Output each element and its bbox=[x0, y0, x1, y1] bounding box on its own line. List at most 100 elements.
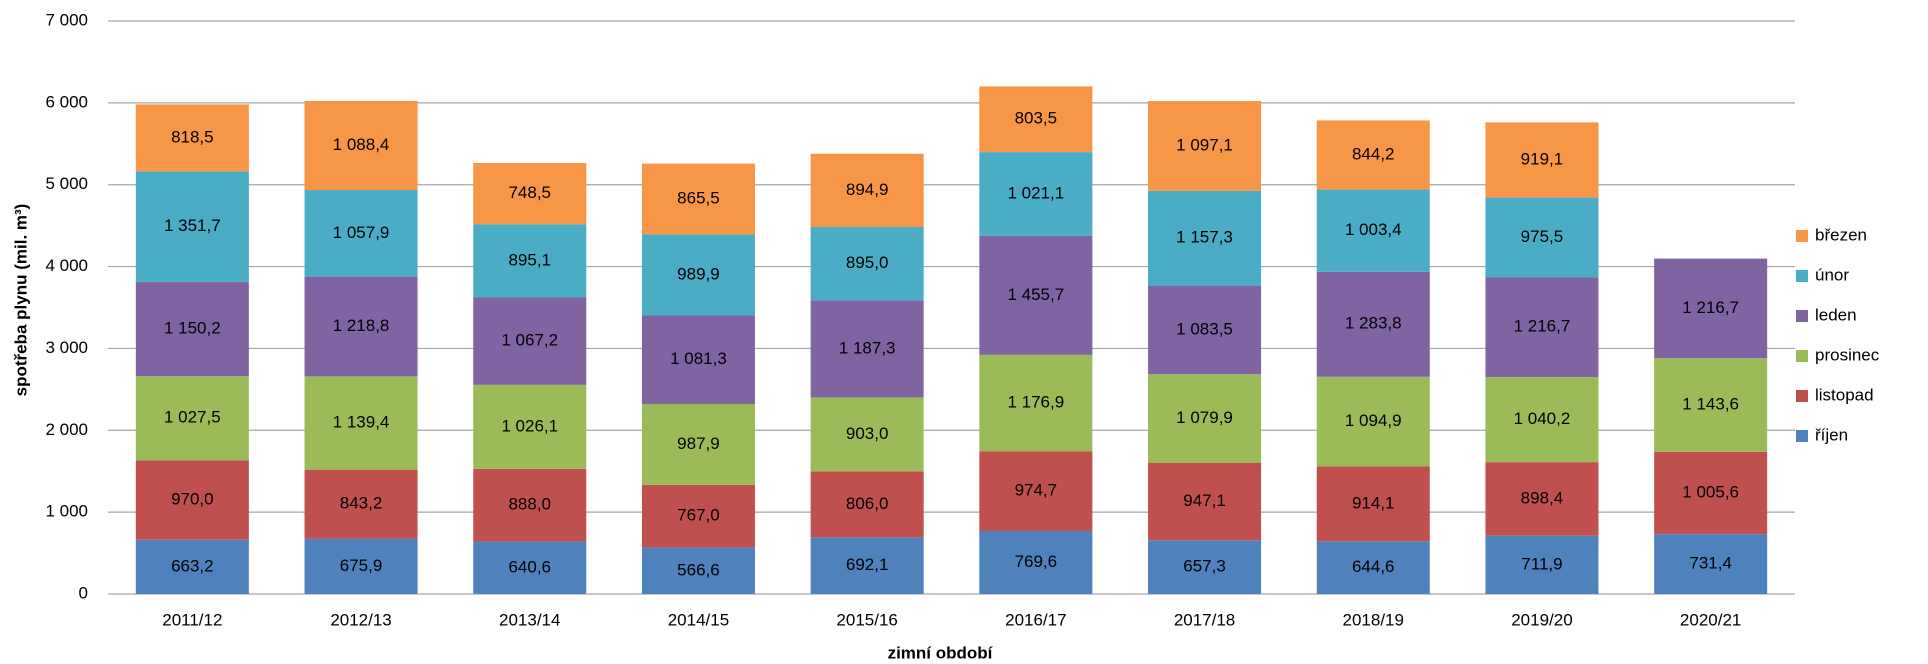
value-label: 806,0 bbox=[846, 494, 889, 513]
bar-segment bbox=[1654, 451, 1768, 535]
y-tick-label: 1 000 bbox=[45, 502, 88, 521]
legend-swatch bbox=[1796, 390, 1808, 402]
bar-segment bbox=[1654, 358, 1768, 452]
value-label: 888,0 bbox=[508, 495, 551, 514]
value-label: 1 139,4 bbox=[333, 413, 390, 432]
legend-label: únor bbox=[1815, 265, 1849, 284]
bar-segment bbox=[1148, 462, 1262, 541]
value-label: 895,1 bbox=[508, 250, 551, 269]
value-label: 1 026,1 bbox=[501, 416, 558, 435]
bar-segment bbox=[304, 100, 418, 191]
value-label: 1 079,9 bbox=[1176, 408, 1233, 427]
bar-segment bbox=[1485, 122, 1599, 198]
value-label: 1 003,4 bbox=[1345, 220, 1402, 239]
value-label: 898,4 bbox=[1521, 488, 1564, 507]
y-tick-label: 0 bbox=[79, 583, 88, 602]
value-label: 711,9 bbox=[1521, 554, 1562, 573]
value-label: 987,9 bbox=[677, 434, 720, 453]
y-tick-label: 7 000 bbox=[45, 10, 88, 29]
bar-segment bbox=[135, 282, 249, 377]
bar-segment bbox=[810, 227, 924, 301]
value-label: 914,1 bbox=[1352, 493, 1395, 512]
bar-segment bbox=[1148, 540, 1262, 594]
value-label: 767,0 bbox=[677, 506, 720, 525]
value-label: 1 083,5 bbox=[1176, 319, 1233, 338]
y-tick-label: 4 000 bbox=[45, 256, 88, 275]
value-label: 970,0 bbox=[171, 489, 214, 508]
bar-segment bbox=[1148, 285, 1262, 375]
value-label: 844,2 bbox=[1352, 144, 1395, 163]
value-label: 657,3 bbox=[1183, 557, 1226, 576]
bar-segment bbox=[1316, 541, 1430, 594]
bar-segment bbox=[473, 384, 587, 469]
value-label: 731,4 bbox=[1689, 554, 1732, 573]
value-label: 644,6 bbox=[1352, 557, 1395, 576]
bar-segment bbox=[641, 163, 755, 235]
bar-segment bbox=[810, 300, 924, 398]
bar-segment bbox=[135, 104, 249, 172]
bar-segment bbox=[135, 376, 249, 461]
bar-segment bbox=[1485, 277, 1599, 378]
value-label: 1 455,7 bbox=[1007, 285, 1064, 304]
value-label: 1 021,1 bbox=[1007, 183, 1064, 202]
value-label: 1 216,7 bbox=[1514, 317, 1571, 336]
value-label: 894,9 bbox=[846, 180, 889, 199]
value-label: 1 351,7 bbox=[164, 216, 221, 235]
bar-segment bbox=[1485, 462, 1599, 536]
legend-swatch bbox=[1796, 430, 1808, 442]
bar-segment bbox=[473, 468, 587, 542]
bar-segment bbox=[810, 471, 924, 538]
value-label: 1 081,3 bbox=[670, 349, 727, 368]
bar-segment bbox=[1316, 189, 1430, 272]
bar-segment bbox=[1148, 101, 1262, 191]
bar-segment bbox=[810, 153, 924, 228]
bar-segment bbox=[810, 537, 924, 594]
bar-segment bbox=[641, 234, 755, 316]
bar-segment bbox=[1316, 271, 1430, 377]
value-label: 1 150,2 bbox=[164, 319, 221, 338]
legend-swatch bbox=[1796, 230, 1808, 242]
bar-segment bbox=[979, 354, 1093, 452]
bar-segment bbox=[641, 315, 755, 404]
legend-swatch bbox=[1796, 270, 1808, 282]
value-label: 1 040,2 bbox=[1514, 409, 1571, 428]
value-label: 1 094,9 bbox=[1345, 411, 1402, 430]
bar-segment bbox=[473, 224, 587, 298]
bar-segment bbox=[304, 376, 418, 470]
x-tick-label: 2016/17 bbox=[1005, 610, 1066, 629]
value-label: 1 218,8 bbox=[333, 316, 390, 335]
value-label: 803,5 bbox=[1015, 109, 1058, 128]
value-label: 1 067,2 bbox=[501, 331, 558, 350]
y-tick-label: 6 000 bbox=[45, 92, 88, 111]
legend-label: listopad bbox=[1815, 385, 1874, 404]
bar-segment bbox=[1485, 197, 1599, 278]
value-label: 919,1 bbox=[1521, 149, 1564, 168]
bar-segment bbox=[473, 162, 587, 225]
value-label: 865,5 bbox=[677, 188, 720, 207]
x-tick-label: 2018/19 bbox=[1343, 610, 1404, 629]
bar-segment bbox=[979, 86, 1093, 153]
value-label: 1 097,1 bbox=[1176, 135, 1233, 154]
value-label: 663,2 bbox=[171, 556, 214, 575]
bar-segment bbox=[1316, 376, 1430, 467]
x-tick-label: 2014/15 bbox=[668, 610, 729, 629]
bar-segment bbox=[979, 235, 1093, 355]
legend-label: říjen bbox=[1815, 425, 1848, 444]
y-tick-label: 2 000 bbox=[45, 420, 88, 439]
bar-segment bbox=[473, 541, 587, 594]
bar-segment bbox=[810, 397, 924, 472]
value-label: 640,6 bbox=[508, 557, 551, 576]
value-label: 769,6 bbox=[1015, 552, 1058, 571]
bar-segment bbox=[1654, 534, 1768, 594]
y-axis-label: spotřeba plynu (mil. m³) bbox=[11, 204, 30, 397]
x-tick-label: 2019/20 bbox=[1511, 610, 1572, 629]
value-label: 1 143,6 bbox=[1682, 394, 1739, 413]
value-label: 1 187,3 bbox=[839, 338, 896, 357]
bar-segment bbox=[304, 469, 418, 539]
y-tick-label: 3 000 bbox=[45, 338, 88, 357]
value-label: 974,7 bbox=[1015, 481, 1058, 500]
value-label: 1 027,5 bbox=[164, 408, 221, 427]
bar-segment bbox=[979, 451, 1093, 532]
value-label: 1 176,9 bbox=[1007, 393, 1064, 412]
